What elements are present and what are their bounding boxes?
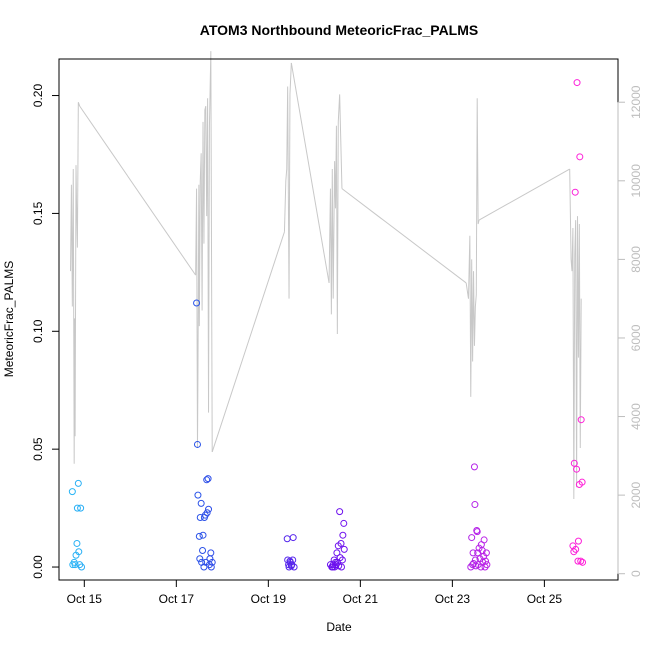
- altitude-line-segment: [478, 168, 570, 221]
- x-axis-label: Date: [326, 620, 352, 634]
- data-point: [193, 299, 201, 307]
- data-point: [68, 488, 76, 496]
- data-point: [336, 508, 344, 516]
- data-point: [482, 549, 490, 557]
- data-point: [471, 501, 479, 509]
- data-point: [578, 478, 586, 486]
- data-point: [75, 548, 83, 556]
- data-point: [289, 556, 297, 564]
- altitude-line-segment: [328, 94, 343, 335]
- data-point: [208, 558, 216, 566]
- data-point: [73, 539, 81, 547]
- data-point: [78, 563, 86, 571]
- altitude-line-segment: [283, 62, 292, 299]
- data-point: [571, 188, 579, 196]
- meteoric-frac-series: [68, 79, 587, 571]
- altitude-line-segment: [341, 188, 467, 284]
- data-point: [337, 539, 345, 547]
- data-point: [199, 531, 207, 539]
- x-tick-label: Oct 25: [527, 592, 563, 606]
- data-point: [340, 545, 348, 553]
- data-point: [290, 563, 298, 571]
- data-point: [336, 554, 344, 562]
- data-point: [196, 555, 204, 563]
- altitude-line-segment: [211, 231, 285, 453]
- altitude-line-segment: [290, 62, 330, 284]
- altitude-line-segment: [195, 51, 213, 452]
- y-tick-label: 0.00: [31, 555, 45, 579]
- data-point: [205, 505, 213, 513]
- y2-tick-label: 10000: [629, 164, 643, 198]
- data-point: [573, 465, 581, 473]
- x-tick-label: Oct 15: [67, 592, 103, 606]
- data-point: [473, 528, 481, 536]
- data-point: [340, 519, 348, 527]
- data-point: [193, 440, 201, 448]
- altitude-line-segment: [465, 98, 480, 397]
- data-point: [199, 547, 207, 555]
- y-tick-label: 0.20: [31, 84, 45, 108]
- y2-tick-label: 2000: [629, 481, 643, 508]
- data-point: [574, 557, 582, 565]
- x-tick-label: Oct 23: [435, 592, 471, 606]
- data-point: [470, 463, 478, 471]
- y2-tick-label: 12000: [629, 85, 643, 119]
- y2-tick-label: 6000: [629, 324, 643, 351]
- data-point: [477, 563, 485, 571]
- chart-title: ATOM3 Northbound MeteoricFrac_PALMS: [200, 22, 478, 38]
- data-point: [74, 479, 82, 487]
- y-tick-label: 0.05: [31, 437, 45, 461]
- y-axis-label: MeteoricFrac_PALMS: [2, 261, 16, 377]
- x-axis: Oct 15 Oct 17 Oct 19 Oct 21 Oct 23 Oct 25: [67, 579, 563, 606]
- data-point: [482, 557, 489, 565]
- data-point: [573, 79, 581, 87]
- altitude-line-segment: [569, 169, 582, 500]
- x-tick-label: Oct 21: [343, 592, 379, 606]
- data-point: [194, 491, 202, 499]
- data-point: [469, 549, 477, 557]
- y2-tick-label: 8000: [629, 246, 643, 273]
- data-point: [483, 561, 491, 569]
- data-point: [77, 504, 85, 512]
- data-point: [333, 549, 341, 557]
- data-point: [470, 560, 478, 567]
- y2-tick-label: 4000: [629, 403, 643, 430]
- data-point: [337, 563, 345, 571]
- data-point: [579, 558, 587, 566]
- data-point: [197, 499, 205, 507]
- x-tick-label: Oct 19: [251, 592, 287, 606]
- data-point: [195, 532, 203, 540]
- data-point: [570, 459, 578, 467]
- data-point: [480, 536, 488, 544]
- altitude-series: [70, 51, 582, 500]
- data-point: [283, 535, 291, 543]
- data-point: [577, 557, 585, 565]
- data-point: [71, 561, 79, 569]
- data-point: [207, 563, 215, 571]
- data-point: [339, 531, 347, 539]
- data-point: [572, 545, 580, 553]
- data-point: [207, 549, 215, 557]
- y-axis: 0.00 0.05 0.10 0.15 0.20: [31, 84, 60, 579]
- y2-tick-label: 0: [629, 570, 643, 577]
- x-tick-label: Oct 17: [159, 592, 195, 606]
- data-point: [203, 509, 211, 517]
- data-point: [289, 534, 297, 542]
- data-point: [576, 153, 584, 161]
- data-point: [203, 476, 211, 484]
- altitude-line-segment: [79, 105, 197, 276]
- data-point: [338, 556, 346, 564]
- data-point: [288, 561, 296, 569]
- data-point: [73, 504, 81, 512]
- y-tick-label: 0.15: [31, 201, 45, 225]
- data-point: [204, 475, 212, 483]
- data-point: [577, 416, 585, 424]
- y2-axis: 0 2000 4000 6000 8000 10000 12000: [617, 85, 643, 577]
- data-point: [468, 534, 476, 542]
- data-point: [574, 537, 582, 545]
- altitude-line-segment: [70, 102, 81, 464]
- y-tick-label: 0.10: [31, 319, 45, 343]
